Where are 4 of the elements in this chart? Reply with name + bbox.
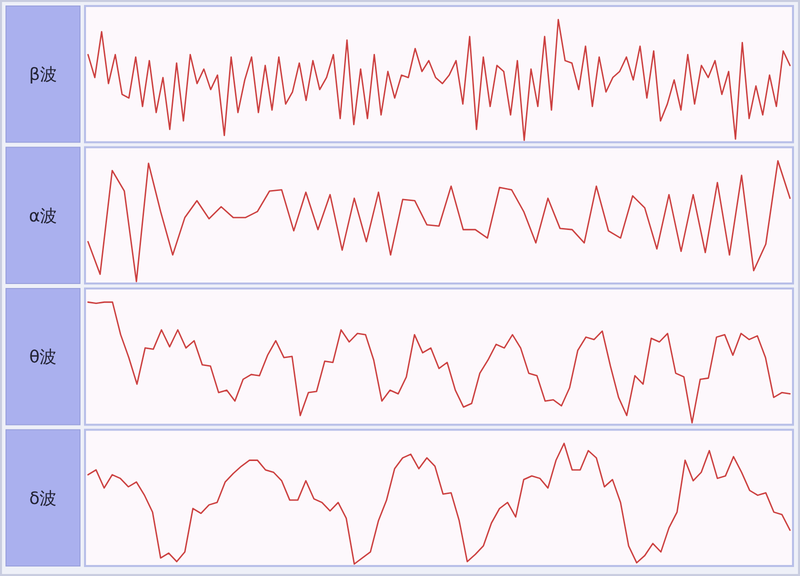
y-axis-title: β波 (29, 65, 57, 86)
y-axis-title: α波 (28, 206, 58, 226)
y-axis-title: δ波 (29, 488, 57, 509)
y-axis-title: θ波 (29, 348, 57, 368)
